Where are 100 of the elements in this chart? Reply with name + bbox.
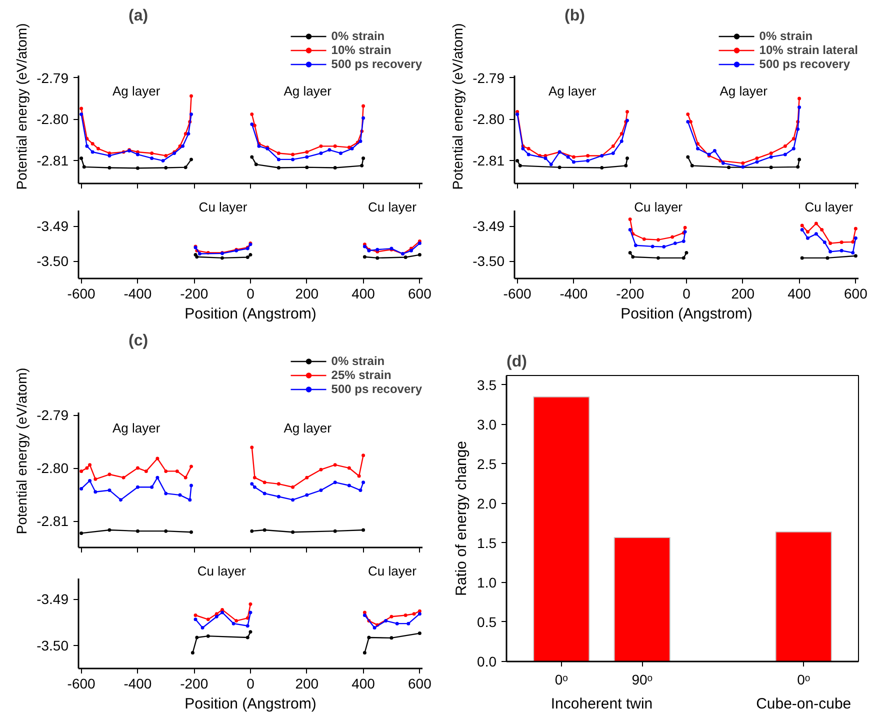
- y-axis-title: Ratio of energy change: [453, 440, 470, 596]
- point: [276, 158, 280, 162]
- point: [190, 484, 194, 488]
- point: [333, 463, 337, 467]
- point: [319, 468, 323, 472]
- point: [360, 164, 364, 168]
- point: [840, 248, 844, 252]
- annotation: Ag layer: [720, 84, 768, 99]
- point: [85, 144, 89, 148]
- text: Cube-on-cube: [756, 696, 852, 712]
- annotation: Ag layer: [548, 84, 597, 99]
- point: [108, 472, 112, 476]
- point: [178, 493, 182, 497]
- point: [246, 616, 250, 620]
- point: [755, 156, 759, 160]
- x-tick-label: -200: [180, 286, 208, 302]
- point: [181, 144, 185, 148]
- bar: [775, 531, 832, 662]
- point: [190, 158, 194, 162]
- point: [362, 156, 366, 160]
- point: [96, 146, 100, 150]
- point: [854, 226, 858, 230]
- point: [656, 256, 660, 260]
- point: [783, 152, 787, 156]
- point: [412, 612, 416, 616]
- point: [769, 151, 773, 155]
- point: [136, 485, 140, 489]
- point: [712, 149, 716, 152]
- point: [741, 161, 745, 165]
- x-tick-label: 600: [844, 286, 868, 302]
- point: [175, 469, 179, 473]
- point: [682, 239, 686, 243]
- legend-label: 500 ps recovery: [759, 57, 850, 71]
- point: [690, 164, 694, 168]
- point: [220, 256, 224, 260]
- point: [150, 485, 154, 489]
- x-tick-label: 0: [246, 676, 255, 692]
- chart-title: (c): [128, 332, 148, 350]
- point: [276, 151, 280, 155]
- point: [291, 485, 295, 489]
- point: [164, 166, 168, 170]
- point: [566, 155, 570, 159]
- point: [390, 614, 394, 618]
- point: [305, 493, 309, 497]
- point: [136, 466, 140, 470]
- point: [305, 476, 309, 480]
- point: [108, 166, 112, 170]
- point: [404, 614, 408, 617]
- point: [806, 230, 810, 234]
- x-axis-title: Position (Angstrom): [184, 696, 316, 712]
- y-tick-label: -2.79: [36, 407, 69, 424]
- point: [184, 476, 188, 480]
- point: [840, 240, 844, 244]
- point: [206, 618, 210, 622]
- point: [220, 610, 224, 614]
- point: [164, 469, 168, 473]
- point: [88, 463, 92, 467]
- point: [854, 254, 858, 258]
- point: [800, 224, 804, 228]
- point: [338, 151, 342, 155]
- point: [826, 256, 830, 260]
- bar: [533, 396, 590, 662]
- point: [88, 478, 92, 482]
- legend-label: 25% strain: [331, 368, 392, 382]
- point: [195, 255, 199, 259]
- x-tick-label: -600: [67, 676, 96, 692]
- point: [670, 235, 674, 239]
- point: [188, 498, 192, 502]
- point: [814, 222, 818, 226]
- point: [662, 245, 666, 249]
- point: [80, 486, 84, 490]
- point: [798, 96, 802, 100]
- point: [136, 529, 140, 533]
- point: [696, 146, 700, 150]
- point: [136, 152, 140, 156]
- point: [319, 144, 323, 148]
- point: [194, 614, 198, 617]
- y-tick-label: -2.81: [36, 152, 69, 169]
- point: [90, 150, 94, 154]
- point: [686, 120, 690, 124]
- point: [631, 255, 635, 259]
- point: [276, 494, 280, 498]
- point: [305, 155, 309, 159]
- point: [190, 530, 194, 534]
- point: [206, 634, 210, 638]
- point: [262, 480, 266, 484]
- point: [248, 630, 252, 634]
- y-tick-label: 0.0: [477, 654, 497, 670]
- point: [682, 256, 686, 260]
- point: [390, 636, 394, 640]
- legend-label: 0% strain: [331, 29, 385, 43]
- point: [544, 156, 548, 160]
- point: [800, 256, 804, 260]
- y-tick-label: -2.81: [472, 152, 505, 169]
- y-tick-label: 2.5: [477, 456, 497, 472]
- point: [516, 110, 520, 114]
- point: [721, 161, 725, 165]
- point: [108, 154, 112, 158]
- point: [516, 158, 520, 162]
- y-tick-label: 3.0: [477, 416, 497, 432]
